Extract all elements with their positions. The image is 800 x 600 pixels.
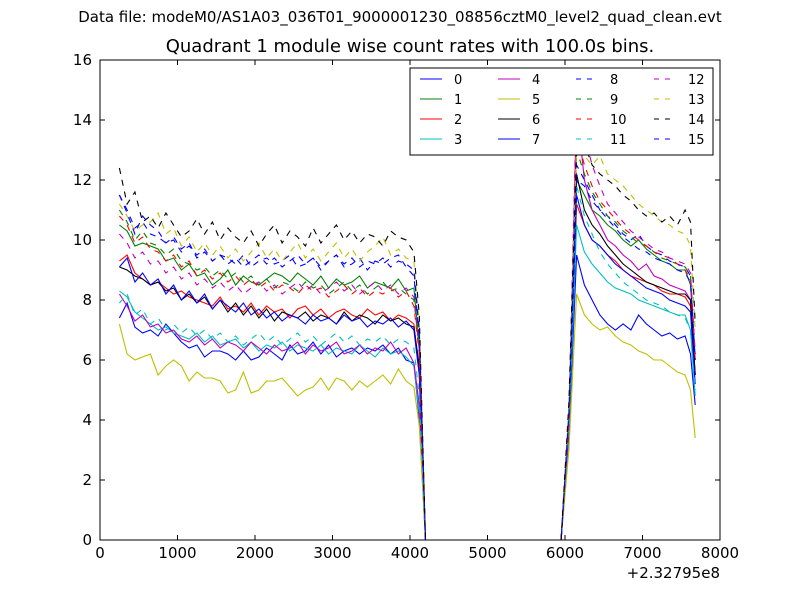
series-line-1	[119, 177, 696, 540]
legend-label-4: 4	[532, 73, 540, 88]
legend-label-10: 10	[610, 113, 627, 128]
y-tick-label: 8	[82, 291, 92, 309]
x-tick-label: 1000	[158, 544, 196, 562]
chart-title: Quadrant 1 module wise count rates with …	[165, 36, 655, 57]
legend-label-11: 11	[610, 133, 627, 148]
legend-label-0: 0	[454, 73, 462, 88]
y-tick-label: 6	[82, 351, 92, 369]
figure-suptitle: Data file: modeM0/AS1A03_036T01_90000012…	[78, 8, 722, 26]
legend-label-6: 6	[532, 113, 540, 128]
legend-label-12: 12	[688, 73, 705, 88]
x-tick-label: 3000	[313, 544, 351, 562]
legend-label-5: 5	[532, 93, 540, 108]
series-line-8	[118, 162, 696, 540]
legend-label-3: 3	[454, 133, 462, 148]
legend-label-15: 15	[688, 133, 705, 148]
legend-label-1: 1	[454, 93, 462, 108]
series-line-13	[118, 142, 696, 540]
series-line-2	[119, 203, 696, 540]
series-line-5	[118, 293, 696, 540]
y-tick-label: 12	[73, 171, 92, 189]
legend-label-9: 9	[610, 93, 618, 108]
x-tick-label: 6000	[546, 544, 584, 562]
x-tick-label: 2000	[236, 544, 274, 562]
x-tick-label: 0	[95, 544, 105, 562]
x-offset-label: +2.32795e8	[627, 564, 720, 582]
legend-label-13: 13	[688, 93, 705, 108]
series-line-14	[118, 143, 696, 540]
series-line-7	[118, 194, 696, 540]
series-line-15	[118, 178, 696, 540]
y-tick-label: 0	[82, 531, 92, 549]
x-tick-label: 4000	[391, 544, 429, 562]
legend-label-7: 7	[532, 133, 540, 148]
series-line-12	[118, 95, 696, 540]
x-tick-label: 5000	[468, 544, 506, 562]
y-tick-label: 16	[73, 51, 92, 69]
legend-label-2: 2	[454, 113, 462, 128]
legend-box	[409, 67, 714, 156]
y-tick-label: 10	[73, 231, 92, 249]
series-line-0	[118, 254, 696, 540]
x-tick-label: 8000	[701, 544, 739, 562]
y-tick-label: 4	[82, 411, 92, 429]
x-tick-label: 7000	[623, 544, 661, 562]
series-line-9	[118, 149, 696, 540]
series-line-6	[119, 173, 696, 540]
y-tick-label: 2	[82, 471, 92, 489]
series-line-11	[118, 185, 696, 540]
legend-label-8: 8	[610, 73, 618, 88]
series-line-10	[118, 134, 696, 540]
y-tick-label: 14	[73, 111, 92, 129]
legend-label-14: 14	[688, 113, 705, 128]
